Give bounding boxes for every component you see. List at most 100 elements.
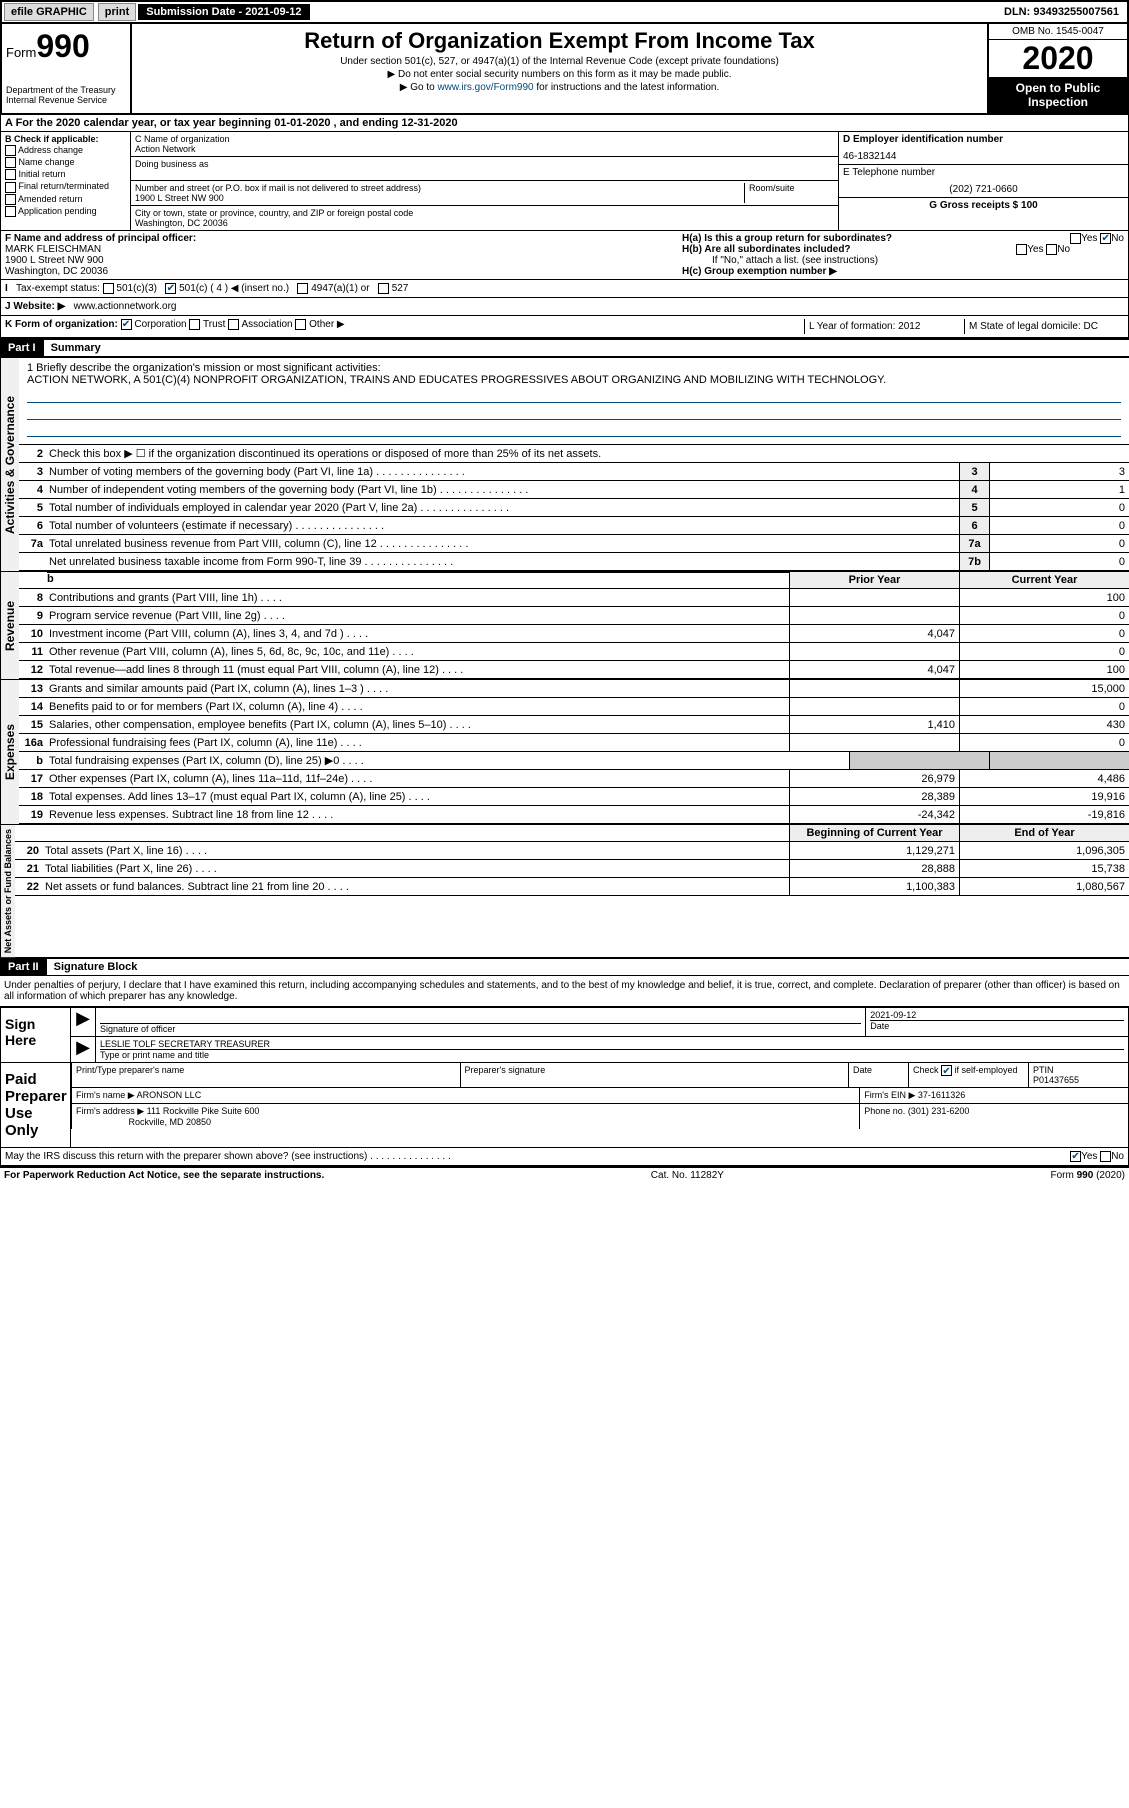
hb-yes[interactable]: Yes [1027, 244, 1043, 255]
sig-date-value: 2021-09-12 [870, 1010, 1124, 1021]
tax-year: 2020 [989, 40, 1127, 77]
check-final[interactable]: Final return/terminated [5, 181, 126, 192]
table-row: 14Benefits paid to or for members (Part … [19, 698, 1129, 716]
sig-name-label: Type or print name and title [100, 1050, 209, 1060]
year-formation: L Year of formation: 2012 [804, 319, 964, 334]
table-row: 8Contributions and grants (Part VIII, li… [19, 589, 1129, 607]
korg-corp[interactable]: Corporation [134, 319, 186, 330]
korg-trust[interactable]: Trust [203, 319, 225, 330]
hc-label: H(c) Group exemption number ▶ [682, 266, 837, 277]
discuss-no[interactable]: No [1111, 1151, 1124, 1162]
check-initial[interactable]: Initial return [5, 169, 126, 180]
table-row: 12Total revenue—add lines 8 through 11 (… [19, 661, 1129, 679]
table-row: 19Revenue less expenses. Subtract line 1… [19, 806, 1129, 824]
table-row: bTotal fundraising expenses (Part IX, co… [19, 752, 1129, 770]
ha-label: H(a) Is this a group return for subordin… [682, 233, 892, 244]
prep-name-label: Print/Type preparer's name [71, 1063, 460, 1087]
ptin-value: P01437655 [1033, 1075, 1124, 1085]
tax-status-row: I Tax-exempt status: 501(c)(3) 501(c) ( … [1, 279, 1128, 297]
discuss-row: May the IRS discuss this return with the… [0, 1148, 1129, 1166]
tax-527[interactable]: 527 [392, 283, 409, 294]
officer-label: F Name and address of principal officer: [5, 233, 674, 244]
ha-yes[interactable]: Yes [1081, 233, 1097, 244]
officer-addr1: 1900 L Street NW 900 [5, 255, 674, 266]
public-inspection: Open to Public Inspection [989, 77, 1127, 113]
firm-phone-label: Phone no. [864, 1106, 905, 1116]
check-amended[interactable]: Amended return [5, 194, 126, 205]
room-label: Room/suite [744, 183, 834, 203]
part2-title: Signature Block [50, 959, 142, 975]
firm-city: Rockville, MD 20850 [129, 1117, 212, 1127]
col-current: Current Year [959, 572, 1129, 588]
table-row: 5Total number of individuals employed in… [19, 499, 1129, 517]
check-name[interactable]: Name change [5, 157, 126, 168]
korg-assoc[interactable]: Association [241, 319, 292, 330]
form-title: Return of Organization Exempt From Incom… [136, 28, 983, 54]
line2-text: Check this box ▶ ☐ if the organization d… [47, 446, 1129, 461]
col-c: C Name of organizationAction Network Doi… [131, 132, 838, 230]
addr-label: Number and street (or P.O. box if mail i… [135, 183, 744, 193]
line1-label: 1 Briefly describe the organization's mi… [27, 362, 1121, 374]
gross-receipts: G Gross receipts $ 100 [839, 198, 1128, 213]
top-toolbar: efile GRAPHIC print Submission Date - 20… [0, 0, 1129, 24]
side-expenses: Expenses [0, 680, 19, 824]
form-number: Form990 [6, 28, 126, 65]
colb-label: B Check if applicable: [5, 134, 126, 144]
korg-other[interactable]: Other ▶ [309, 319, 344, 330]
table-row: 3Number of voting members of the governi… [19, 463, 1129, 481]
footer-left: For Paperwork Reduction Act Notice, see … [4, 1170, 324, 1181]
h-block: H(a) Is this a group return for subordin… [678, 231, 1128, 279]
website-label: J Website: ▶ [5, 301, 65, 312]
table-row: 10Investment income (Part VIII, column (… [19, 625, 1129, 643]
mission-text: ACTION NETWORK, A 501(C)(4) NONPROFIT OR… [27, 374, 1121, 386]
sig-name: LESLIE TOLF SECRETARY TREASURER [100, 1039, 1124, 1050]
sign-here-label: Sign Here [1, 1008, 71, 1062]
korg-block: K Form of organization: Corporation Trus… [5, 319, 804, 334]
dba-label: Doing business as [135, 159, 834, 169]
side-netassets: Net Assets or Fund Balances [0, 825, 15, 957]
col-d: D Employer identification number46-18321… [838, 132, 1128, 230]
officer-name: MARK FLEISCHMAN [5, 244, 674, 255]
self-employed-check[interactable]: Check if self-employed [913, 1065, 1018, 1075]
subtitle-1: Under section 501(c), 527, or 4947(a)(1)… [136, 56, 983, 67]
check-address[interactable]: Address change [5, 145, 126, 156]
sig-officer-label: Signature of officer [100, 1024, 175, 1034]
table-row: 22Net assets or fund balances. Subtract … [15, 878, 1129, 896]
tax-4947[interactable]: 4947(a)(1) or [311, 283, 369, 294]
name-label: C Name of organization [135, 134, 834, 144]
firm-label: Firm's name ▶ [76, 1090, 135, 1100]
ein-label: D Employer identification number [843, 134, 1124, 145]
footer-right: Form 990 (2020) [1051, 1170, 1125, 1181]
print-button[interactable]: print [98, 3, 136, 21]
hb-note: If "No," attach a list. (see instruction… [682, 255, 1124, 266]
table-row: 13Grants and similar amounts paid (Part … [19, 680, 1129, 698]
hb-no[interactable]: No [1057, 244, 1070, 255]
prep-sig-label: Preparer's signature [460, 1063, 849, 1087]
tax-501c3[interactable]: 501(c)(3) [116, 283, 157, 294]
sub3-post: for instructions and the latest informat… [534, 82, 720, 93]
arrow-icon: ▶ [71, 1008, 95, 1036]
period-row: A For the 2020 calendar year, or tax yea… [1, 115, 1128, 132]
firm-ein-label: Firm's EIN ▶ [864, 1090, 915, 1100]
firm-phone: (301) 231-6200 [908, 1106, 970, 1116]
paid-preparer-label: Paid Preparer Use Only [1, 1063, 71, 1147]
col-prior: Prior Year [789, 572, 959, 588]
city-label: City or town, state or province, country… [135, 208, 834, 218]
ha-no[interactable]: No [1111, 233, 1124, 244]
subtitle-3: ▶ Go to www.irs.gov/Form990 for instruct… [136, 82, 983, 93]
officer-block: F Name and address of principal officer:… [1, 231, 678, 279]
declaration: Under penalties of perjury, I declare th… [0, 976, 1129, 1006]
table-row: 21Total liabilities (Part X, line 26)28,… [15, 860, 1129, 878]
prep-date-label: Date [848, 1063, 908, 1087]
website-value[interactable]: www.actionnetwork.org [74, 301, 177, 312]
dln-label: DLN: 93493255007561 [996, 4, 1127, 20]
tax-label: Tax-exempt status: [16, 283, 100, 294]
col-end: End of Year [959, 825, 1129, 841]
efile-button[interactable]: efile GRAPHIC [4, 3, 94, 21]
check-pending[interactable]: Application pending [5, 206, 126, 217]
org-address: 1900 L Street NW 900 [135, 193, 744, 203]
discuss-yes[interactable]: Yes [1081, 1151, 1097, 1162]
instructions-link[interactable]: www.irs.gov/Form990 [437, 82, 533, 93]
korg-label: K Form of organization: [5, 319, 118, 330]
tax-501c[interactable]: 501(c) ( 4 ) ◀ (insert no.) [179, 283, 289, 294]
